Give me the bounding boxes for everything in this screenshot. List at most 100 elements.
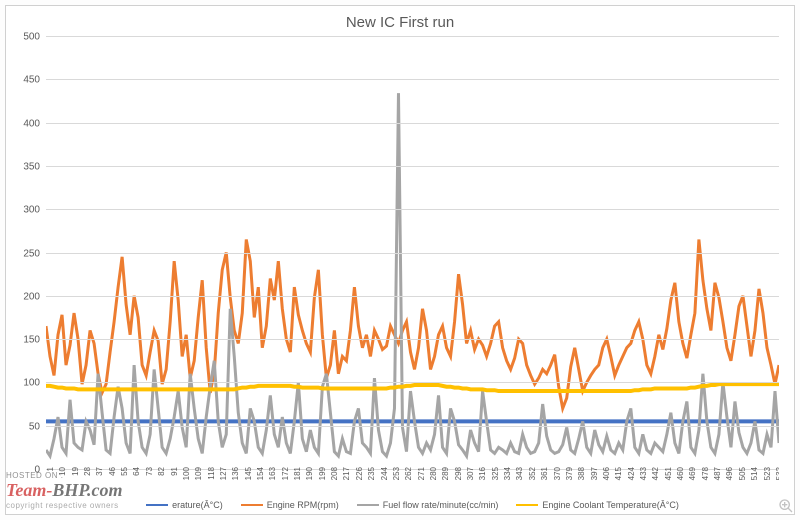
x-label: 478 — [701, 467, 710, 480]
x-label: 487 — [713, 467, 722, 480]
x-label: 217 — [342, 467, 351, 480]
x-label: 514 — [750, 467, 759, 480]
x-label: 361 — [540, 467, 549, 480]
x-label: 46 — [108, 467, 117, 476]
x-label: 37 — [95, 467, 104, 476]
gridline: 350 — [46, 166, 779, 167]
gridline: 150 — [46, 339, 779, 340]
gridline: 250 — [46, 253, 779, 254]
x-label: 181 — [293, 467, 302, 480]
x-label: 82 — [157, 467, 166, 476]
y-label: 200 — [23, 291, 40, 302]
y-label: 500 — [23, 32, 40, 43]
gridline: 500 — [46, 36, 779, 37]
x-label: 523 — [763, 467, 772, 480]
x-label: 199 — [318, 467, 327, 480]
x-label: 343 — [515, 467, 524, 480]
legend-label: Fuel flow rate/minute(cc/min) — [383, 500, 499, 510]
x-label: 190 — [305, 467, 314, 480]
legend-swatch — [516, 504, 538, 506]
x-label: 127 — [219, 467, 228, 480]
x-label: 532 — [775, 467, 779, 480]
x-label: 64 — [132, 467, 141, 476]
x-label: 91 — [170, 467, 179, 476]
x-label: 172 — [281, 467, 290, 480]
legend-item: erature(Â°C) — [146, 500, 223, 510]
x-label: 325 — [491, 467, 500, 480]
x-label: 469 — [688, 467, 697, 480]
y-label: 300 — [23, 205, 40, 216]
legend-swatch — [146, 504, 168, 506]
x-label: 136 — [231, 467, 240, 480]
x-label: 289 — [441, 467, 450, 480]
x-label: 109 — [194, 467, 203, 480]
series-line — [46, 93, 779, 456]
y-label: 350 — [23, 161, 40, 172]
zoom-icon[interactable] — [778, 498, 794, 514]
plot-area: 050100150200250300350400450500 — [46, 36, 779, 469]
legend-item: Fuel flow rate/minute(cc/min) — [357, 500, 499, 510]
gridline: 50 — [46, 426, 779, 427]
gridline: 100 — [46, 382, 779, 383]
gridline: 300 — [46, 209, 779, 210]
y-label: 400 — [23, 118, 40, 129]
y-label: 150 — [23, 335, 40, 346]
legend-swatch — [357, 504, 379, 506]
x-label: 253 — [392, 467, 401, 480]
legend-swatch — [241, 504, 263, 506]
x-label: 235 — [367, 467, 376, 480]
x-label: 55 — [120, 467, 129, 476]
x-label: 118 — [207, 467, 216, 480]
x-label: 307 — [466, 467, 475, 480]
x-label: 271 — [417, 467, 426, 480]
y-label: 50 — [29, 421, 40, 432]
x-label: 280 — [429, 467, 438, 480]
x-label: 496 — [725, 467, 734, 480]
x-label: 406 — [602, 467, 611, 480]
legend-label: Engine RPM(rpm) — [267, 500, 339, 510]
x-label: 460 — [676, 467, 685, 480]
legend-item: Engine RPM(rpm) — [241, 500, 339, 510]
x-label: 298 — [454, 467, 463, 480]
x-label: 10 — [58, 467, 67, 476]
x-label: 451 — [664, 467, 673, 480]
x-label: 1 — [46, 467, 55, 471]
chart-title: New IC First run — [6, 6, 794, 31]
x-label: 154 — [256, 467, 265, 480]
legend-label: erature(Â°C) — [172, 500, 223, 510]
x-label: 415 — [614, 467, 623, 480]
x-label: 73 — [145, 467, 154, 476]
legend-item: Engine Coolant Temperature(Â°C) — [516, 500, 679, 510]
legend: erature(Â°C) Engine RPM(rpm) Fuel flow rat… — [46, 500, 779, 510]
x-label: 379 — [565, 467, 574, 480]
x-label: 334 — [503, 467, 512, 480]
x-label: 424 — [627, 467, 636, 480]
x-label: 163 — [268, 467, 277, 480]
legend-label: Engine Coolant Temperature(Â°C) — [542, 500, 679, 510]
gridline: 400 — [46, 123, 779, 124]
x-label: 370 — [553, 467, 562, 480]
x-label: 244 — [380, 467, 389, 480]
x-label: 208 — [330, 467, 339, 480]
chart-container: New IC First run 05010015020025030035040… — [5, 5, 795, 515]
x-label: 433 — [639, 467, 648, 480]
x-axis: 1101928374655647382911001091181271361451… — [46, 467, 779, 487]
x-label: 145 — [244, 467, 253, 480]
gridline: 200 — [46, 296, 779, 297]
y-label: 100 — [23, 378, 40, 389]
y-label: 0 — [34, 465, 40, 476]
x-label: 352 — [528, 467, 537, 480]
x-label: 226 — [355, 467, 364, 480]
x-label: 262 — [404, 467, 413, 480]
y-label: 250 — [23, 248, 40, 259]
x-label: 100 — [182, 467, 191, 480]
x-label: 505 — [738, 467, 747, 480]
y-label: 450 — [23, 75, 40, 86]
x-label: 442 — [651, 467, 660, 480]
x-label: 397 — [590, 467, 599, 480]
x-label: 316 — [478, 467, 487, 480]
x-label: 388 — [577, 467, 586, 480]
x-label: 19 — [71, 467, 80, 476]
gridline: 450 — [46, 79, 779, 80]
x-label: 28 — [83, 467, 92, 476]
